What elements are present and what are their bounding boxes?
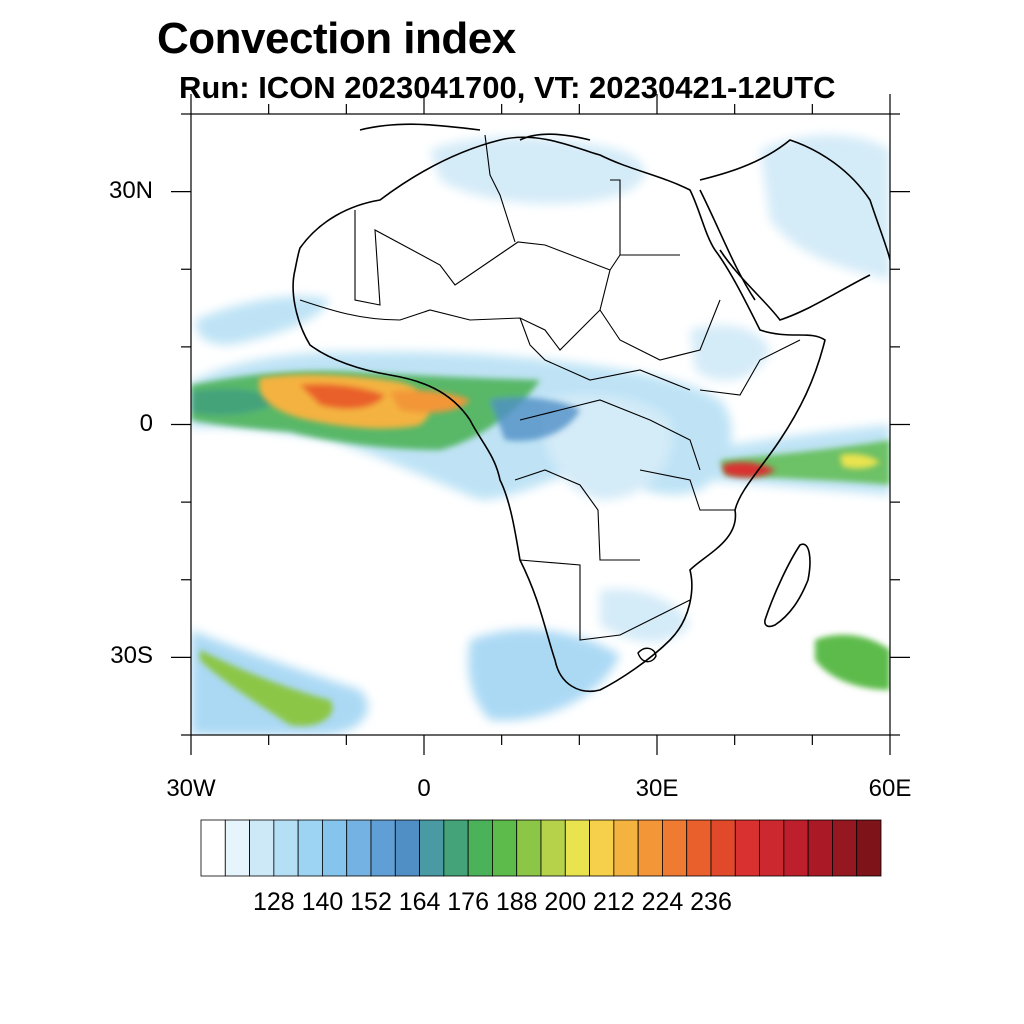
convection-field-south-atlantic — [191, 630, 368, 735]
convection-field-southern-interior — [600, 589, 690, 642]
map-title: Convection index — [157, 14, 516, 63]
mediterranean-coastline — [359, 123, 591, 141]
colorbar-label: 128 — [252, 888, 295, 916]
colorbar-swatch — [807, 819, 833, 877]
colorbar-swatch — [419, 819, 445, 877]
country-borders — [299, 134, 801, 641]
border-angola — [514, 469, 640, 561]
lon-label: 30E — [635, 775, 679, 802]
colorbar-swatch — [224, 819, 250, 877]
lesotho-border — [637, 647, 657, 663]
arabian-peninsula-coastline — [699, 139, 890, 321]
colorbar-label: 176 — [447, 888, 489, 916]
border-sahel — [299, 269, 611, 351]
colorbar-swatch — [637, 819, 663, 877]
colorbar-swatch — [249, 819, 275, 877]
colorbar-label: 224 — [641, 888, 684, 916]
border-east-africa — [639, 469, 735, 511]
border-libya-egypt — [610, 179, 621, 255]
colorbar-swatch — [443, 819, 469, 877]
colorbar — [200, 819, 882, 877]
colorbar-swatch — [297, 819, 323, 877]
colorbar-swatch — [370, 819, 396, 877]
colorbar-label: 212 — [592, 888, 635, 916]
colorbar-label: 140 — [301, 888, 344, 916]
convection-field-southern-africa — [468, 629, 620, 721]
madagascar-coastline — [764, 543, 811, 628]
colorbar-label: 152 — [350, 888, 392, 916]
lon-label: 60E — [868, 775, 912, 802]
convection-hotspot-indian-ocean — [840, 453, 880, 469]
colorbar-swatch — [516, 819, 542, 877]
colorbar-swatch — [394, 819, 420, 877]
colorbar-swatch — [492, 819, 518, 877]
lat-label: 30S — [110, 642, 153, 670]
colorbar-swatch — [200, 819, 226, 877]
lon-label: 30W — [166, 775, 216, 802]
convection-field-horn-of-africa — [690, 325, 770, 381]
border-algeria-libya — [484, 134, 516, 243]
colorbar-swatch — [686, 819, 712, 877]
convection-hotspot-guinea-coast — [390, 390, 470, 413]
colorbar-swatch — [856, 819, 882, 877]
colorbar-swatch — [613, 819, 639, 877]
border-horn-of-africa — [699, 339, 801, 396]
convection-core-congo — [490, 397, 580, 441]
colorbar-swatch — [564, 819, 590, 877]
lon-label: 0 — [417, 775, 431, 802]
border-sahara — [354, 210, 680, 306]
colorbar-swatch — [589, 819, 615, 877]
colorbar-swatch — [540, 819, 566, 877]
border-southern-africa — [519, 559, 691, 641]
convection-field — [191, 135, 890, 735]
coastlines — [292, 123, 890, 692]
convection-core-atlantic — [191, 389, 280, 415]
convection-hotspot-west-africa-peak — [300, 384, 385, 409]
colorbar-label: 236 — [690, 888, 732, 916]
colorbar-label: 188 — [495, 888, 538, 916]
colorbar-swatch — [467, 819, 493, 877]
red-sea-coastline — [699, 189, 756, 301]
border-central-africa — [519, 317, 691, 391]
border-sudan-ethiopia — [599, 299, 721, 361]
colorbar-swatch — [832, 819, 858, 877]
convection-core-mascarene — [815, 634, 890, 690]
colorbar-label: 164 — [398, 888, 441, 916]
colorbar-swatch — [346, 819, 372, 877]
colorbar-swatch — [759, 819, 785, 877]
colorbar-label: 200 — [544, 888, 587, 916]
convection-field-north-africa — [430, 136, 645, 204]
lat-label: 30N — [108, 176, 153, 204]
colorbar-swatch — [710, 819, 736, 877]
axis-ticks — [171, 94, 910, 755]
lat-label: 0 — [139, 409, 153, 437]
colorbar-swatch — [322, 819, 348, 877]
colorbar-swatch — [273, 819, 299, 877]
colorbar-swatch — [783, 819, 809, 877]
convection-field-central-africa — [540, 395, 672, 500]
border-congo — [519, 399, 701, 471]
africa-coastline — [292, 136, 826, 692]
colorbar-swatch — [734, 819, 760, 877]
map-subtitle: Run: ICON 2023041700, VT: 20230421-12UTC — [179, 70, 836, 105]
convection-core-south-atlantic — [200, 650, 333, 726]
convection-field-arabia — [760, 135, 890, 280]
colorbar-swatch — [662, 819, 688, 877]
